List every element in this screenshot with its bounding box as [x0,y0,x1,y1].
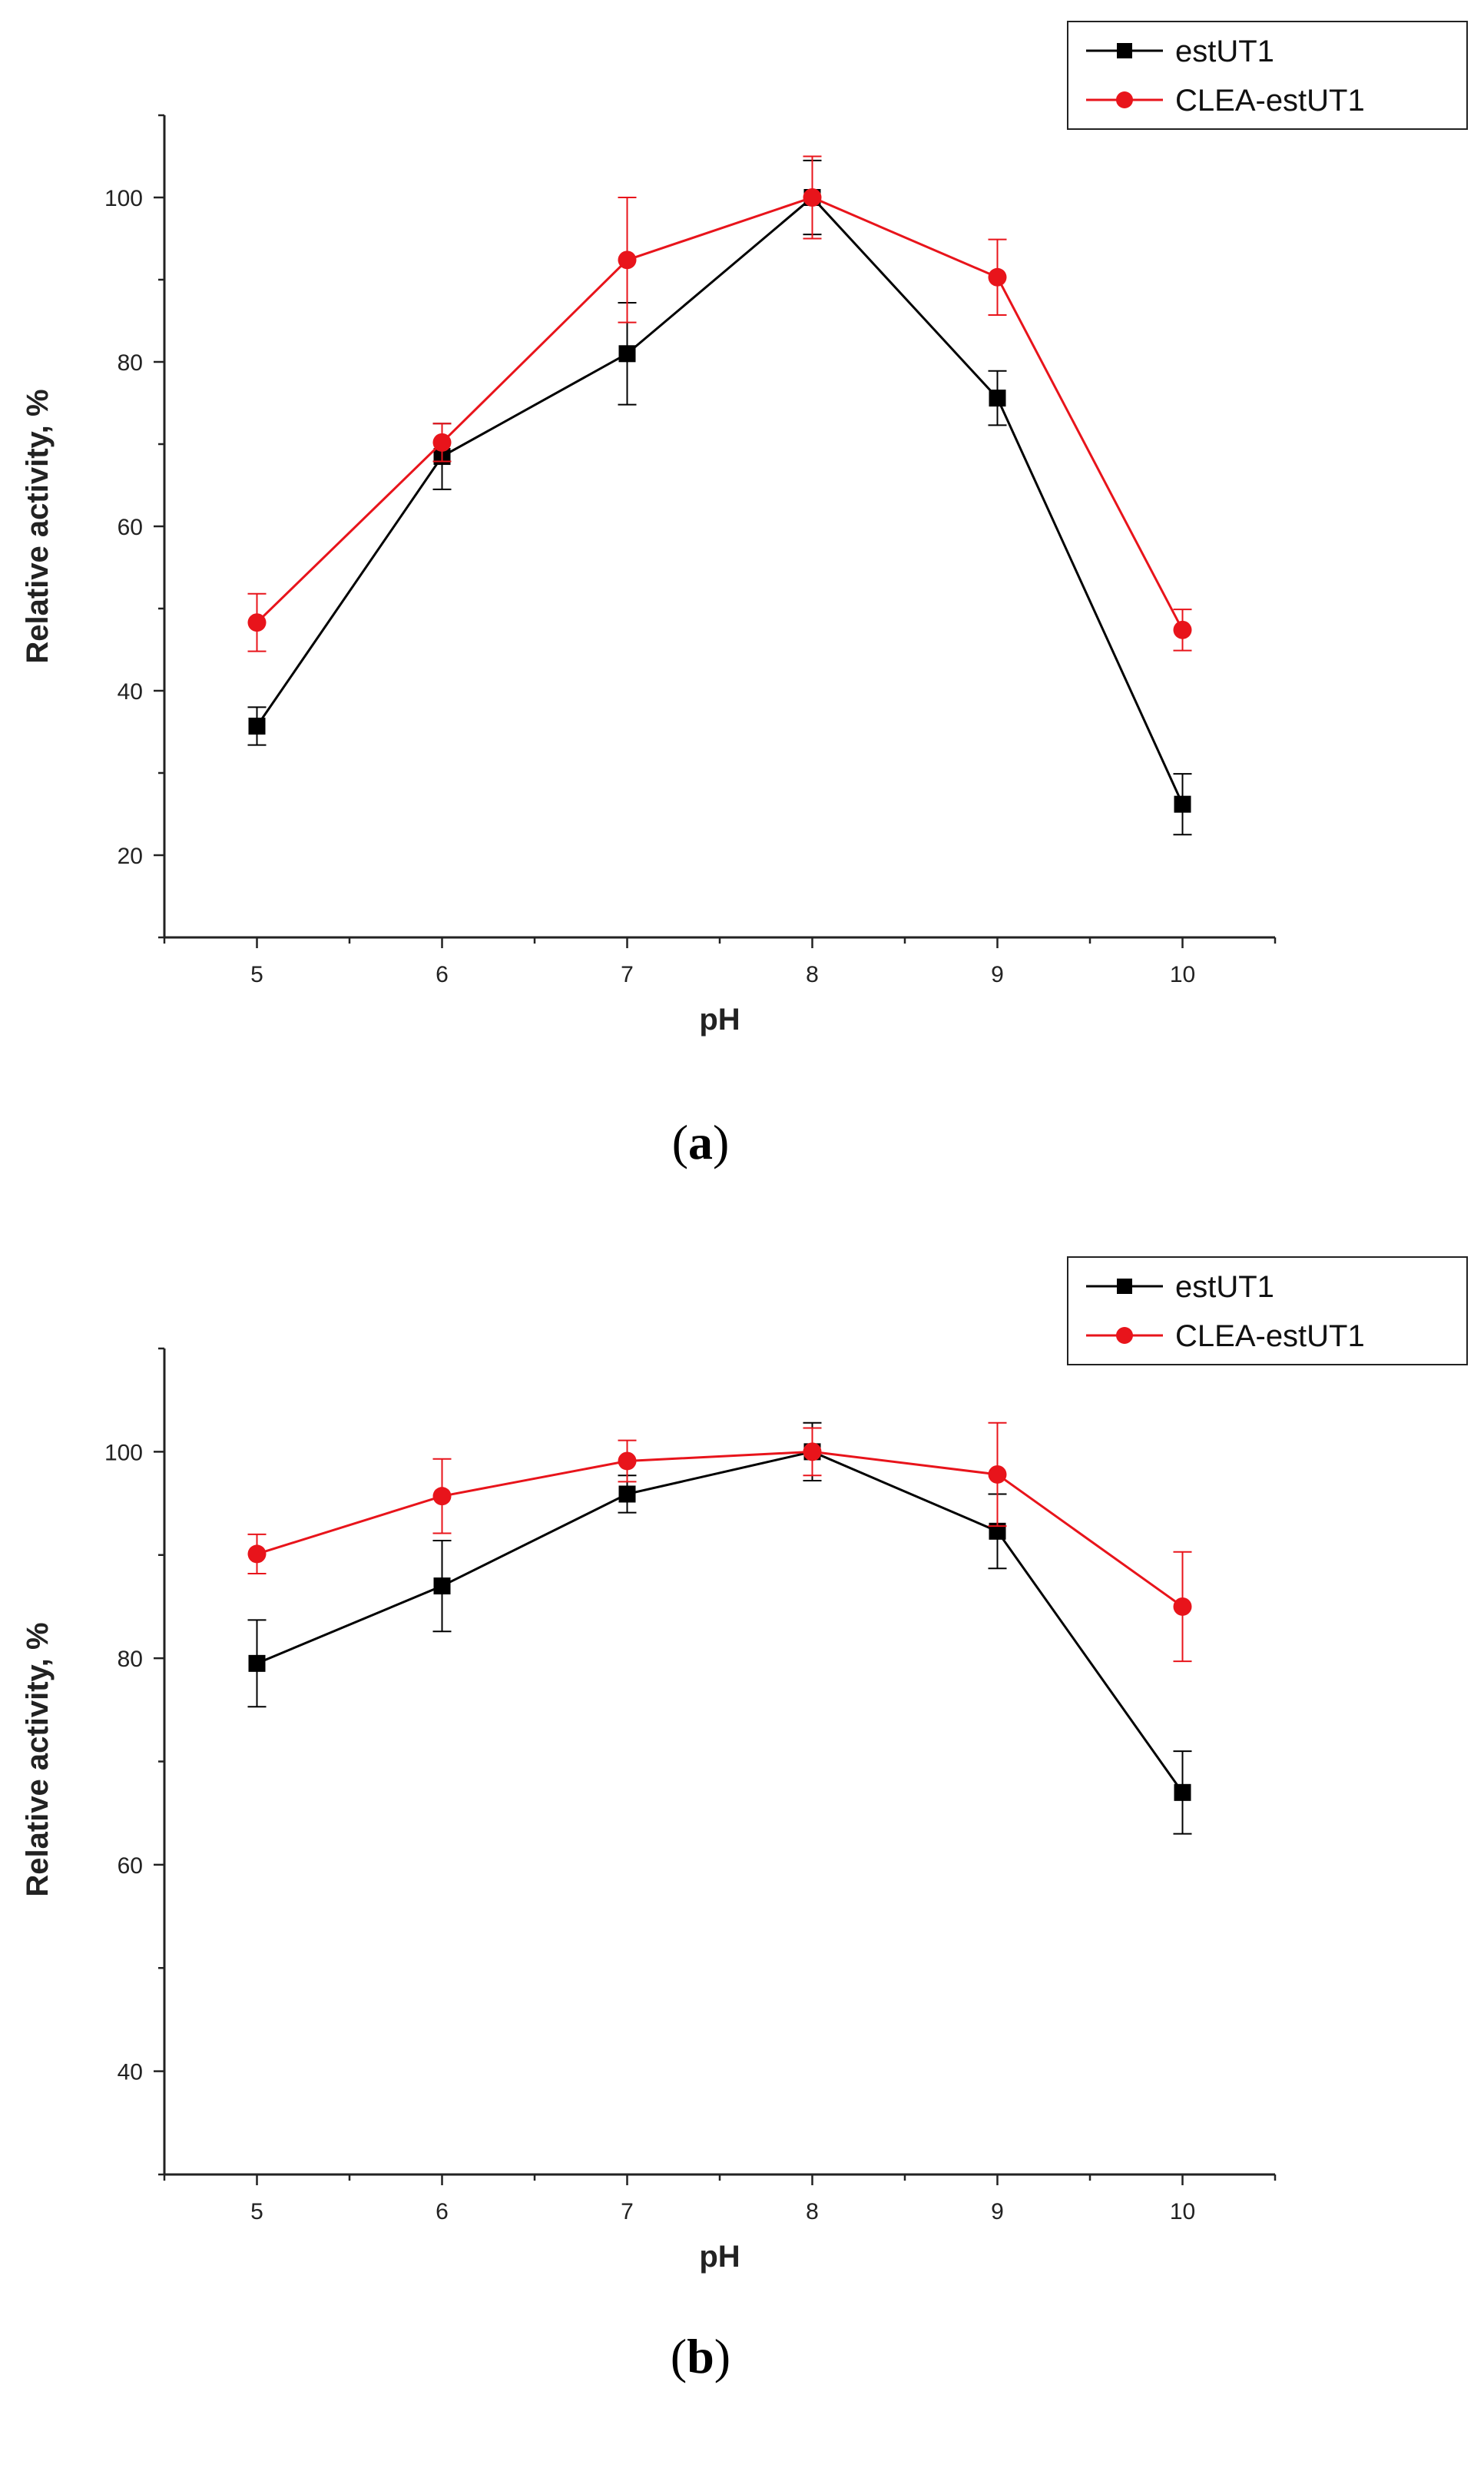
chart-b: 40 60 80 100 5 6 7 8 9 10 pH Relative activity, % es… [21,1256,1468,2274]
data-point [989,1522,1006,1540]
data-point [988,267,1007,287]
data-point [432,1487,452,1506]
x-tick-label: 9 [991,2199,1004,2224]
legend-marker [1117,43,1132,58]
y-tick-label: 100 [104,186,143,211]
data-point [618,1451,637,1471]
x-tick-label: 9 [991,962,1004,987]
y-tick-label: 80 [118,350,143,376]
data-point [618,250,637,270]
x-tick-label: 5 [250,2199,263,2224]
series-clea-estut1 [247,155,1192,652]
y-axis-title: Relative activity, % [21,1622,55,1896]
y-tick-label: 40 [118,2060,143,2085]
data-point [248,718,266,735]
data-point [989,390,1006,407]
data-point [432,433,452,452]
data-point [1174,1783,1191,1801]
series-line [256,196,1184,631]
y-tick-label: 60 [118,515,143,540]
y-axis-title: Relative activity, % [21,389,55,663]
x-tick-label: 10 [1170,2199,1195,2224]
x-axis-title: pH [699,2240,740,2274]
data-point [803,1442,822,1461]
data-point [247,1544,267,1564]
legend-label: estUT1 [1175,35,1274,68]
x-tick-label: 7 [621,2199,634,2224]
legend-label: estUT1 [1175,1270,1274,1304]
legend-marker [1116,1327,1133,1344]
data-point [1173,1597,1192,1616]
x-tick-label: 6 [436,2199,449,2224]
y-tick-label: 60 [118,1853,143,1879]
data-point [618,345,636,363]
legend-label: CLEA-estUT1 [1175,84,1365,118]
data-point [248,1654,266,1672]
panel-label-a: (a) [671,1115,730,1169]
panel-label-b: (b) [670,2329,731,2383]
legend: estUT1 CLEA-estUT1 [1067,21,1468,130]
data-point [1173,620,1192,639]
y-tick-label: 100 [104,1440,143,1465]
chart-panel-b: 40 60 80 100 5 6 7 8 9 10 pH Relative activity, % es… [0,1229,1484,2468]
y-tick-label: 20 [118,844,143,869]
data-point [247,613,267,632]
series-line [256,1450,1184,1793]
x-tick-label: 8 [806,962,819,987]
series-line [257,1450,1184,1608]
x-tick-label: 6 [436,962,449,987]
data-point [803,188,822,207]
chart-panel-a: 20 40 60 80 100 5 6 7 8 9 10 pH Relative activity, %… [0,0,1484,1229]
data-point [1174,795,1191,813]
data-point [433,1577,451,1595]
x-tick-label: 7 [621,962,634,987]
legend-label: CLEA-estUT1 [1175,1319,1365,1353]
data-point [988,1465,1007,1484]
series-line [256,195,1184,805]
x-tick-label: 5 [250,962,263,987]
legend-marker [1117,1279,1132,1294]
legend-marker [1116,91,1133,108]
legend: estUT1 CLEA-estUT1 [1067,1256,1468,1365]
series-estut1 [247,159,1192,836]
legend-box [1067,1256,1468,1365]
chart-a: 20 40 60 80 100 5 6 7 8 9 10 pH Relative activity, %… [21,21,1468,1037]
y-tick-label: 40 [118,679,143,705]
series-clea-estut1 [247,1421,1192,1663]
x-tick-label: 8 [806,2199,819,2224]
series-estut1 [247,1421,1192,1835]
data-point [618,1485,636,1503]
y-tick-label: 80 [118,1647,143,1672]
x-tick-label: 10 [1170,962,1195,987]
x-axis-title: pH [699,1003,740,1037]
legend-box [1067,21,1468,130]
